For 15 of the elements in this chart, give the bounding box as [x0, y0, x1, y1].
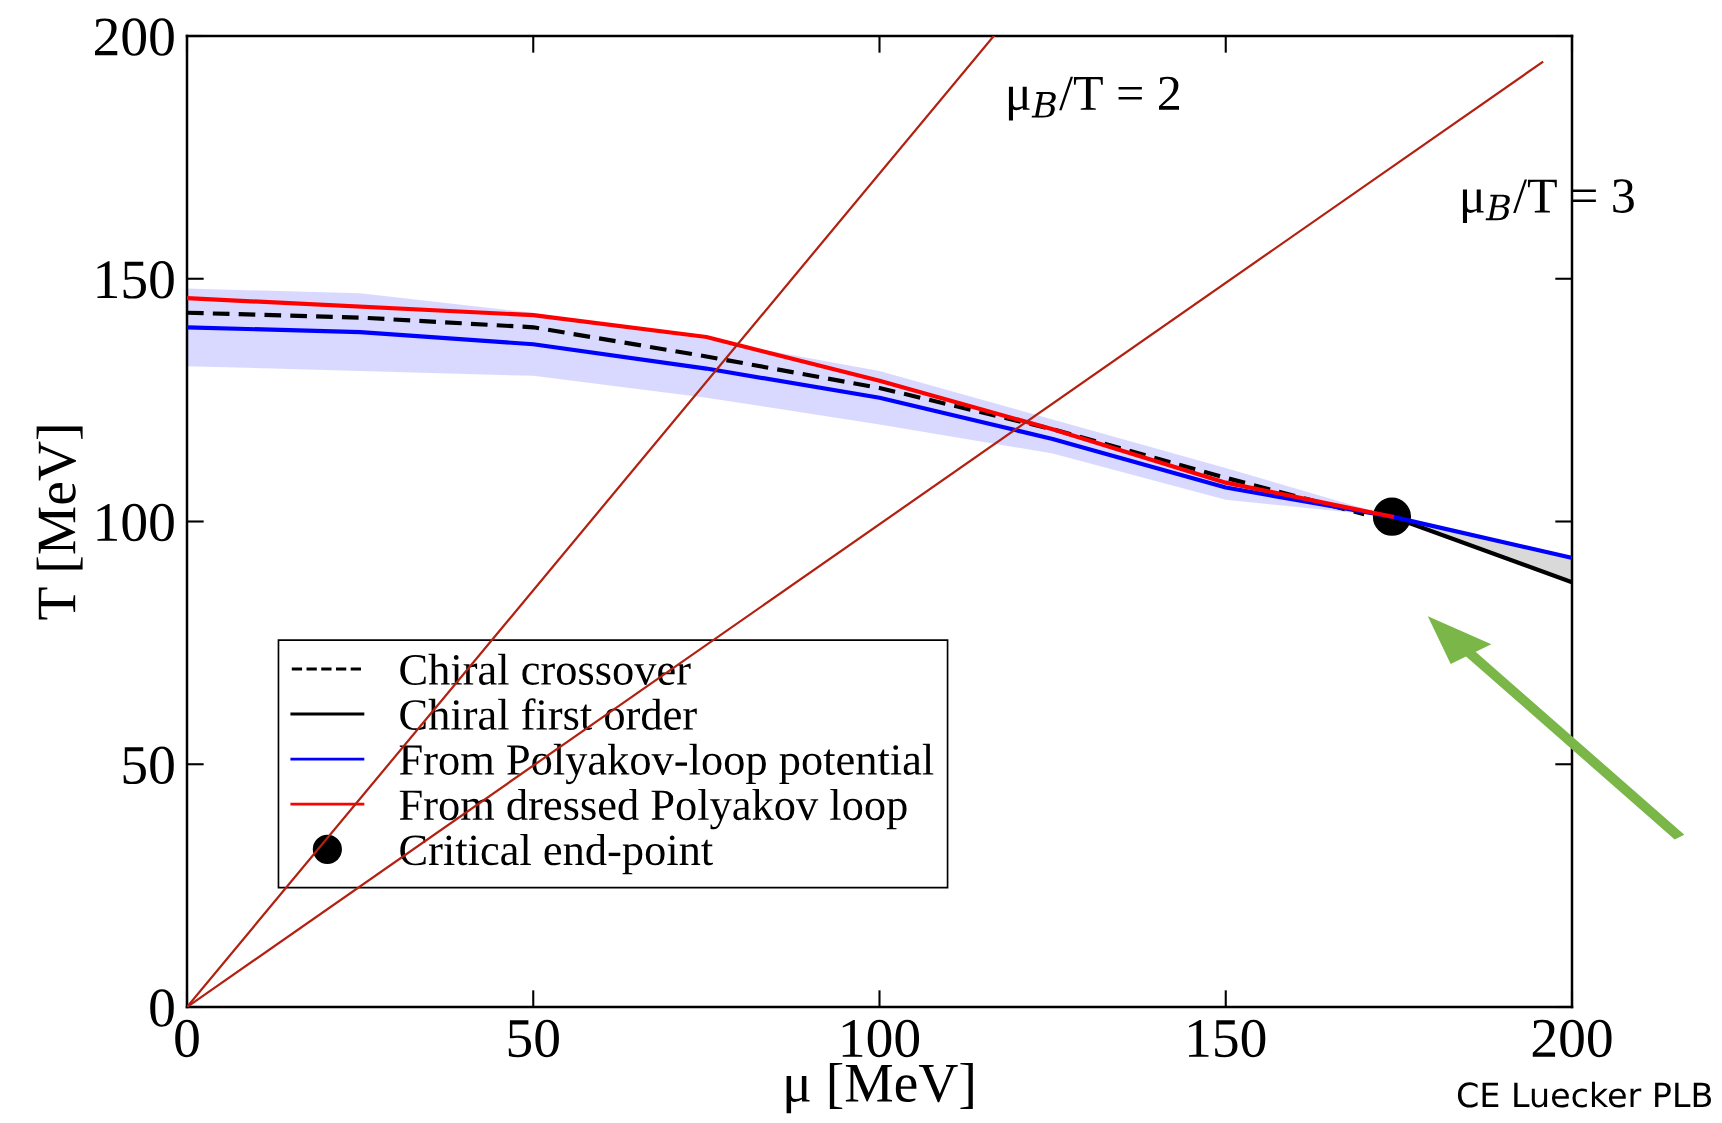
y-axis-title: T [MeV]: [36, 426, 83, 620]
x-axis-title: μ [MeV]: [786, 1062, 973, 1114]
text: CE Luecker PLB: [1457, 1081, 1712, 1108]
y-tick-label: 50: [123, 746, 174, 785]
annotation: μ$_{B}$/T = 3: [1462, 179, 1634, 224]
x-tick-label: 100: [842, 1019, 920, 1058]
x-tick-label: 50: [508, 1019, 559, 1058]
x-tick-label: 0: [175, 1019, 199, 1058]
y-tick-label: 100: [97, 503, 174, 542]
x-tick-label: 150: [1188, 1019, 1266, 1058]
y-tick-label: 200: [94, 18, 174, 56]
x-tick-label: 200: [1532, 1019, 1612, 1058]
y-tick-label: 0: [150, 989, 174, 1027]
y-tick-label: 150: [97, 261, 174, 299]
annotation: μ$_{B}$/T = 2: [1008, 76, 1180, 121]
